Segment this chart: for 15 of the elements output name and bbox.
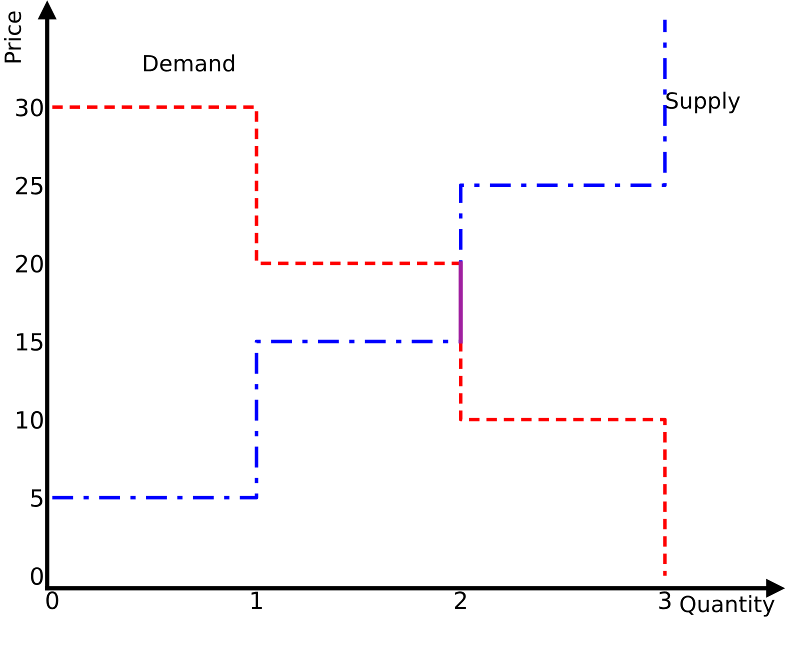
y-tick-label: 15	[16, 333, 42, 351]
series-label: Supply	[666, 92, 740, 114]
y-tick-label: 25	[16, 176, 42, 195]
x-axis-title: Quantity	[680, 595, 775, 617]
x-tick-label: 2	[454, 591, 466, 609]
series-label: Demand	[144, 54, 234, 72]
y-axis-title: Price	[4, 12, 22, 62]
y-tick-label: 10	[16, 410, 43, 429]
y-tick-label: 5	[31, 489, 42, 507]
x-tick-label: 0	[46, 591, 58, 610]
y-tick-label: 20	[16, 254, 43, 273]
x-tick-label: 3	[659, 591, 671, 610]
y-tick-label: 0	[30, 567, 43, 586]
y-tick-label: 30	[16, 98, 43, 116]
x-tick-label: 1	[252, 592, 262, 609]
